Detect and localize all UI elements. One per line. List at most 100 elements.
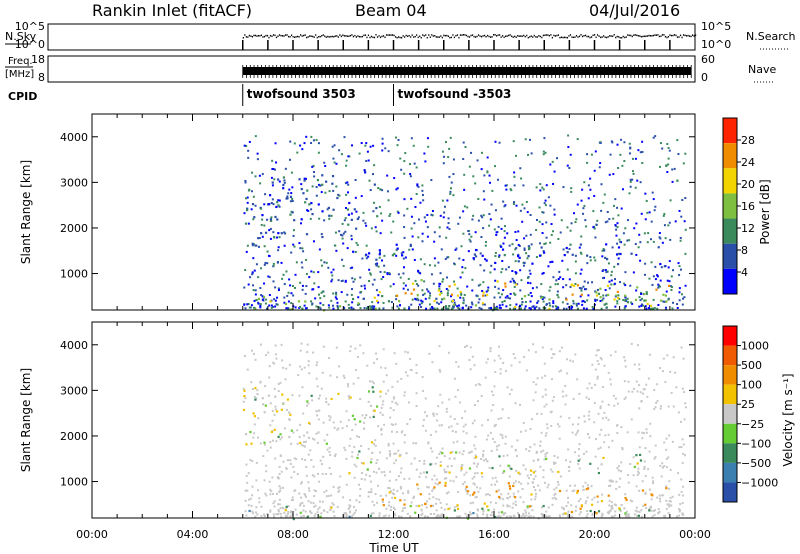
- data-cell: [680, 215, 683, 218]
- data-cell: [307, 360, 310, 363]
- data-cell: [683, 454, 686, 457]
- data-cell: [520, 482, 523, 485]
- data-cell: [302, 444, 305, 447]
- data-cell: [597, 412, 600, 415]
- data-cell: [560, 346, 563, 349]
- data-cell: [578, 246, 581, 249]
- data-cell: [388, 491, 391, 494]
- data-cell: [579, 511, 582, 514]
- data-cell: [682, 297, 685, 300]
- nave-label: Nave: [748, 63, 776, 76]
- data-cell: [605, 243, 608, 246]
- data-cell: [650, 498, 653, 501]
- data-cell: [299, 144, 302, 147]
- nsky-frame: [47, 23, 696, 51]
- colorbar-segment: [723, 423, 737, 444]
- data-cell: [684, 152, 687, 155]
- data-cell: [395, 298, 398, 301]
- data-cell: [355, 465, 358, 468]
- data-cell: [456, 515, 459, 518]
- data-cell: [387, 199, 390, 202]
- data-cell: [330, 506, 333, 509]
- data-cell: [335, 162, 338, 165]
- nsky-point: [477, 34, 480, 36]
- data-cell: [600, 183, 603, 186]
- data-cell: [545, 184, 548, 187]
- data-cell: [427, 145, 430, 148]
- data-cell: [455, 361, 458, 364]
- data-cell: [289, 515, 292, 518]
- data-cell: [555, 498, 558, 501]
- data-cell: [254, 289, 257, 292]
- data-cell: [287, 300, 290, 303]
- data-cell: [500, 271, 503, 274]
- data-cell: [250, 349, 253, 352]
- data-cell: [469, 494, 472, 497]
- data-cell: [278, 205, 281, 208]
- data-cell: [378, 205, 381, 208]
- nsky-point: [266, 34, 269, 37]
- data-cell: [391, 400, 394, 403]
- nsky-point: [319, 35, 321, 38]
- data-cell: [665, 485, 668, 488]
- data-cell: [257, 297, 260, 300]
- data-cell: [365, 307, 368, 310]
- data-cell: [319, 302, 322, 305]
- data-cell: [269, 493, 272, 496]
- data-cell: [416, 294, 419, 297]
- data-cell: [425, 471, 429, 474]
- data-cell: [336, 196, 339, 200]
- data-cell: [528, 269, 531, 272]
- data-cell: [253, 415, 257, 418]
- data-cell: [535, 450, 538, 453]
- data-cell: [502, 498, 505, 501]
- data-cell: [316, 472, 319, 475]
- data-cell: [346, 247, 349, 250]
- data-cell: [287, 192, 290, 195]
- data-cell: [621, 188, 624, 191]
- data-cell: [264, 193, 267, 196]
- data-cell: [594, 455, 597, 458]
- nsky-point: [242, 36, 244, 39]
- data-cell: [533, 307, 536, 310]
- data-cell: [673, 167, 676, 170]
- data-cell: [342, 496, 345, 499]
- data-cell: [291, 197, 294, 200]
- data-cell: [483, 269, 486, 272]
- data-cell: [539, 295, 542, 298]
- data-cell: [350, 293, 353, 296]
- data-cell: [403, 499, 406, 502]
- data-cell: [417, 284, 420, 287]
- data-cell: [344, 206, 347, 209]
- data-cell: [413, 222, 416, 225]
- data-cell: [379, 232, 382, 235]
- nsky-point: [254, 34, 257, 37]
- data-cell: [278, 498, 281, 501]
- data-cell: [316, 414, 319, 417]
- data-cell: [422, 471, 425, 474]
- data-cell: [302, 504, 305, 507]
- data-cell: [457, 515, 460, 518]
- data-cell: [326, 511, 329, 514]
- data-cell: [252, 412, 255, 415]
- data-cell: [646, 302, 649, 306]
- data-cell: [641, 392, 644, 395]
- data-cell: [683, 220, 686, 223]
- data-cell: [351, 266, 354, 269]
- data-cell: [314, 504, 317, 507]
- data-cell: [515, 504, 518, 507]
- data-cell: [348, 444, 351, 447]
- nsky-point: [381, 35, 383, 38]
- data-cell: [309, 217, 312, 220]
- data-cell: [292, 499, 295, 502]
- data-cell: [562, 286, 565, 289]
- data-cell: [484, 458, 487, 461]
- data-cell: [282, 273, 285, 276]
- nsky-point: [624, 36, 626, 39]
- data-cell: [435, 456, 438, 459]
- data-cell: [494, 252, 497, 255]
- data-cell: [618, 297, 621, 300]
- nsky-point: [432, 35, 434, 37]
- data-cell: [384, 514, 387, 517]
- data-cell: [304, 300, 307, 303]
